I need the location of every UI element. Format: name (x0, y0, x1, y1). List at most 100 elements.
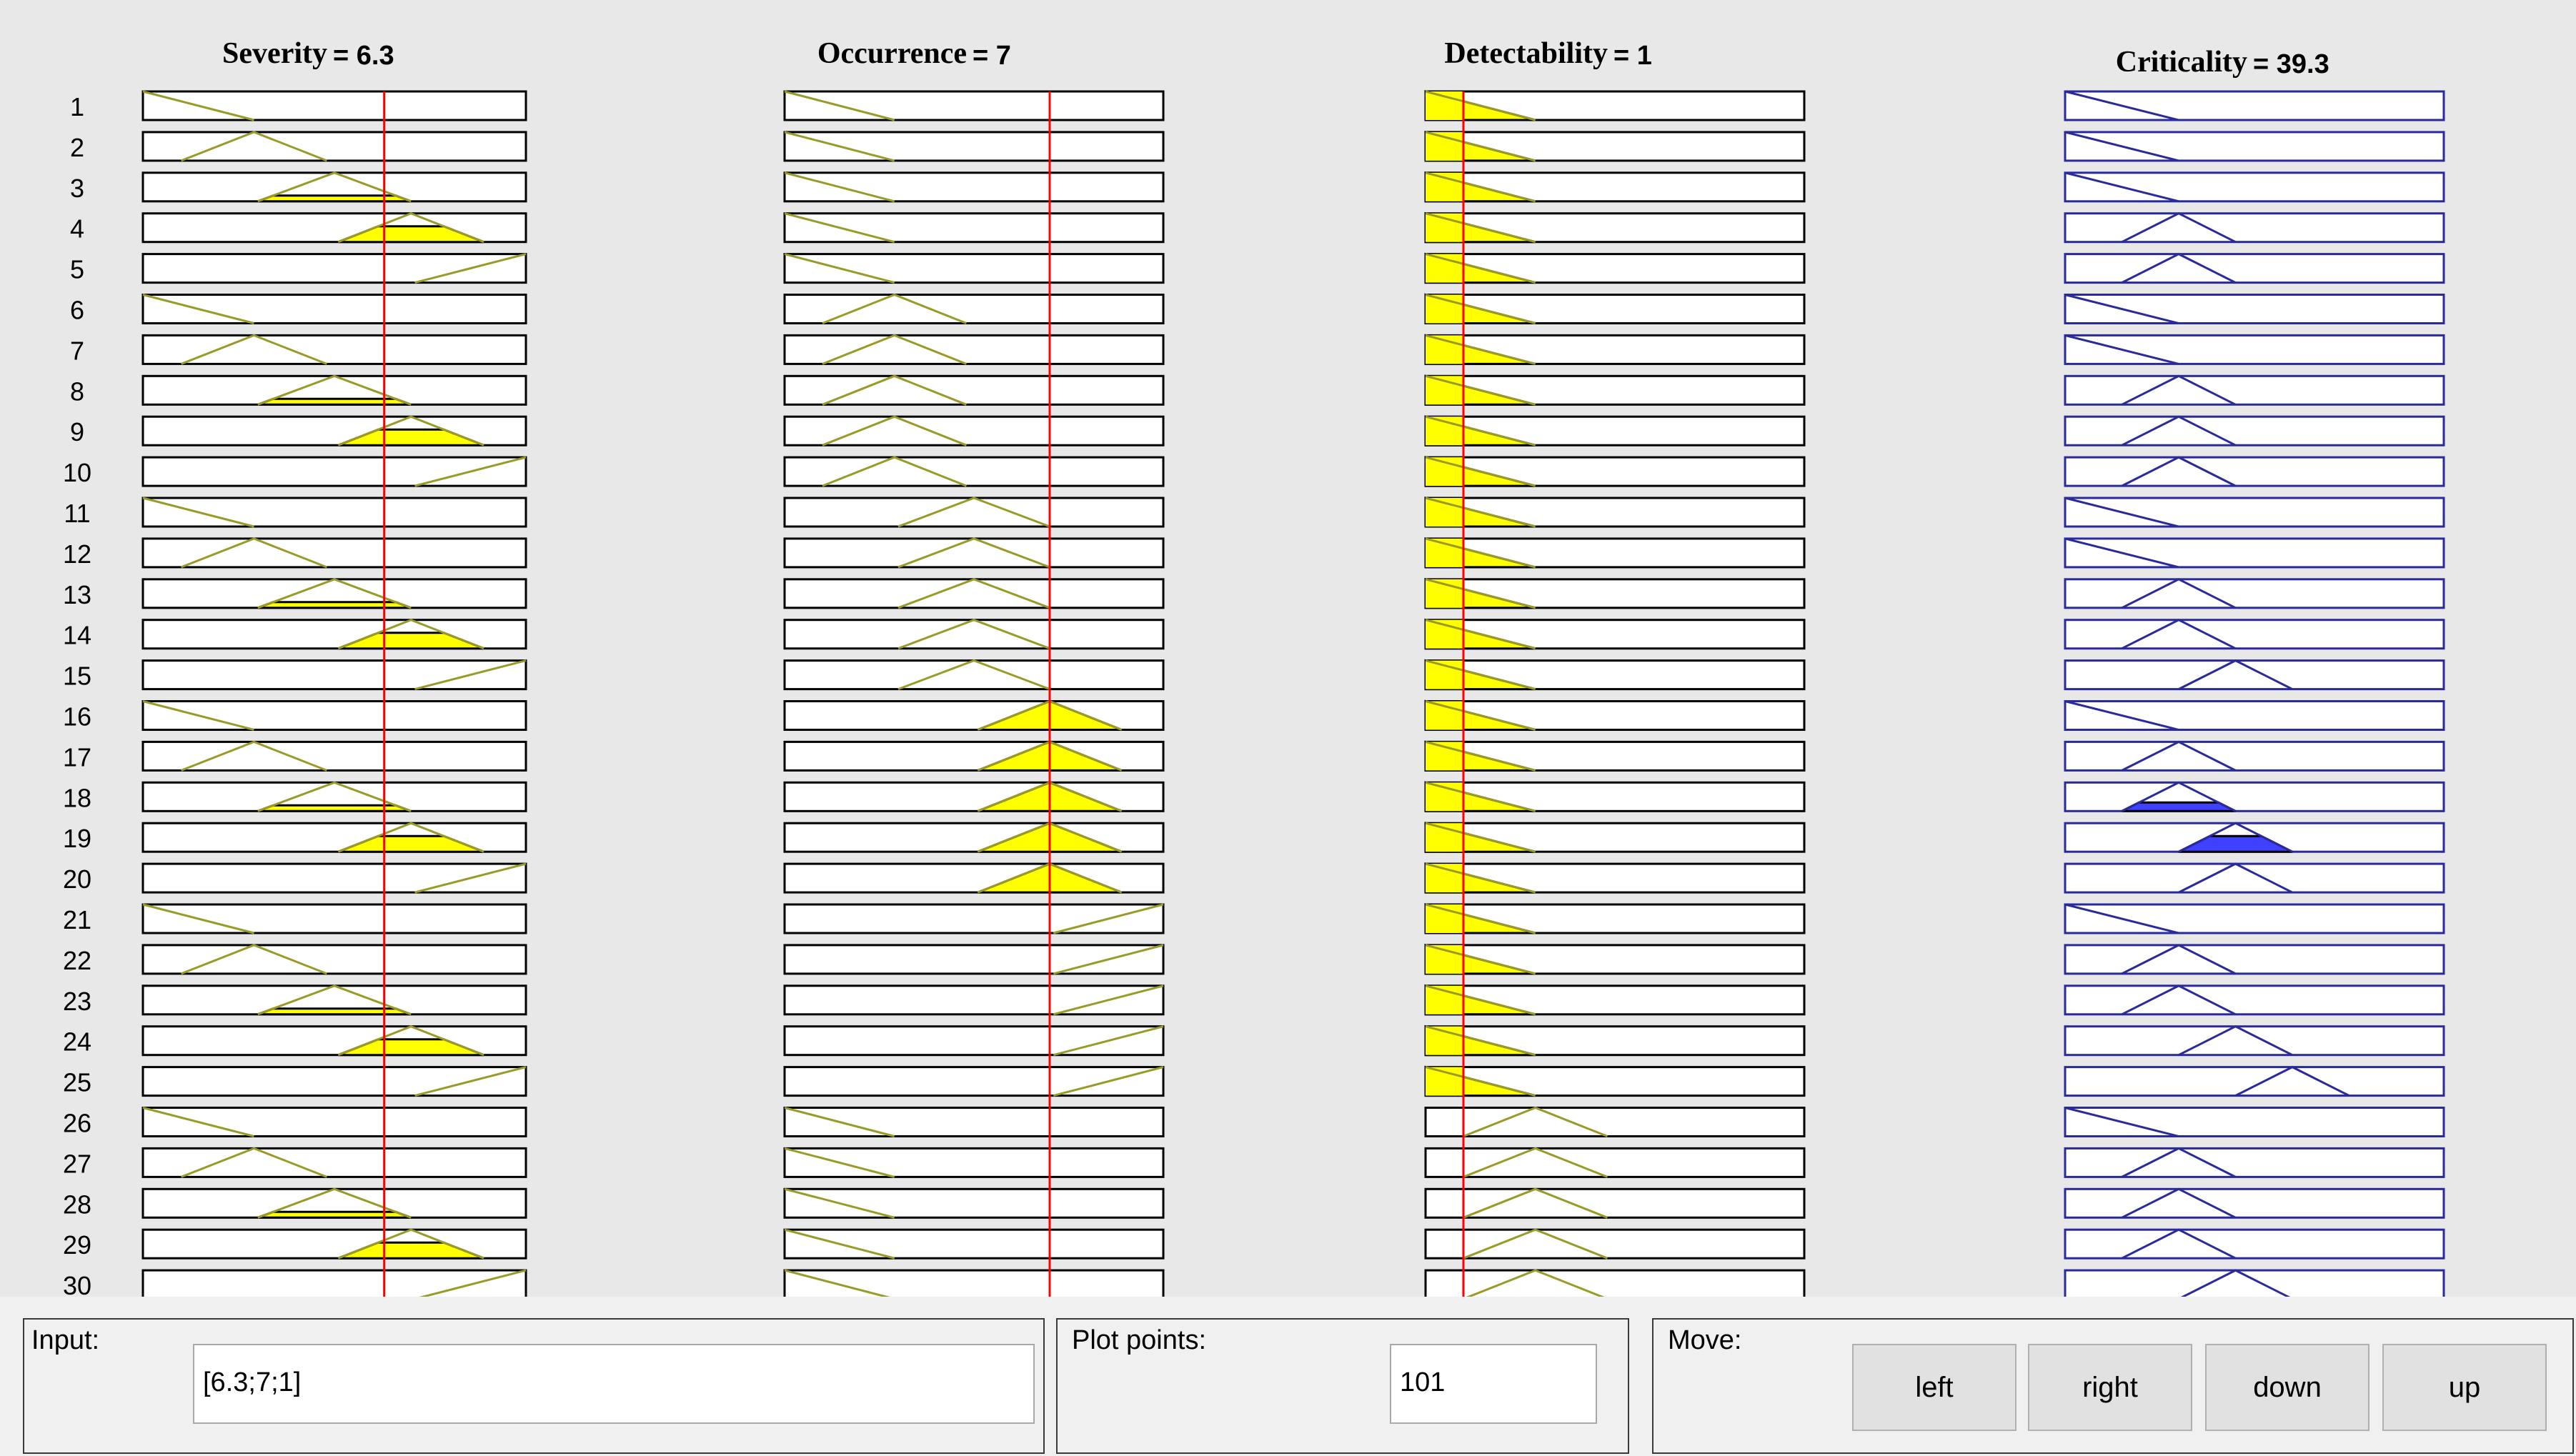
rule-row: 1 (70, 90, 2445, 121)
plot-points-panel: Plot points: 101 (1056, 1318, 1629, 1454)
occurrence-mf-line (784, 253, 895, 284)
occurrence-mf-line (1053, 944, 1164, 975)
rule-row: 28 (63, 1187, 2445, 1219)
detectability-mf-line (1425, 781, 1536, 812)
plot-points-field[interactable]: 101 (1390, 1344, 1597, 1424)
detectability-mf-line (1466, 1269, 1605, 1297)
rule-row: 8 (70, 374, 2445, 406)
occurrence-title: Occurrence (817, 37, 967, 70)
severity-mf-box (141, 700, 527, 731)
criticality-mf-box (2064, 253, 2445, 284)
severity-mf-box (141, 740, 527, 772)
severity-mf-box (141, 537, 527, 569)
rule-number: 8 (70, 377, 84, 406)
rule-row: 26 (63, 1106, 2445, 1138)
occurrence-mf-box (783, 497, 1165, 528)
rule-number: 7 (70, 336, 84, 365)
severity-mf-line (257, 578, 412, 609)
detectability-mf-box (1424, 212, 1806, 244)
rule-viewer: Severity = 6.3 Occurrence = 7 Detectability =… (62, 37, 2445, 1297)
detectability-mf-line (1463, 1106, 1608, 1137)
detectability-mf-line (1425, 619, 1536, 650)
rule-number: 6 (70, 296, 84, 325)
criticality-mf-line (2178, 822, 2293, 853)
detectability-mf-line (1425, 862, 1536, 894)
criticality-mf-line (2064, 700, 2179, 731)
rule-row: 12 (63, 537, 2445, 569)
occurrence-mf-line (784, 1187, 895, 1219)
severity-mf-line (142, 700, 254, 731)
occurrence-mf-line (897, 659, 1050, 691)
severity-mf-box (141, 294, 527, 324)
rule-row: 15 (63, 659, 2445, 691)
rule-number: 2 (70, 133, 84, 162)
rule-number: 14 (63, 621, 91, 650)
rule-viewer-plot: Severity = 6.3 Occurrence = 7 Detectability =… (63, 37, 2445, 1297)
severity-mf-box (141, 862, 527, 894)
criticality-mf-line (2121, 944, 2237, 975)
rule-number: 10 (63, 458, 91, 487)
occurrence-mf-line (1053, 903, 1164, 934)
occurrence-mf-box (783, 131, 1165, 162)
occurrence-mf-line (822, 334, 967, 365)
occurrence-mf-line (784, 90, 895, 121)
severity-mf-line (257, 984, 412, 1016)
criticality-mf-box (2064, 1025, 2445, 1057)
criticality-mf-box (2064, 90, 2445, 121)
detectability-mf-line (1425, 171, 1536, 203)
move-left-button[interactable]: left (1852, 1344, 2016, 1431)
severity-mf-line (257, 374, 412, 406)
input-field[interactable]: [6.3;7;1] (193, 1344, 1035, 1424)
severity-mf-line (414, 659, 527, 691)
occurrence-mf-line (784, 171, 895, 203)
criticality-mf-line (2121, 1228, 2237, 1260)
severity-activation-fill (257, 601, 412, 609)
occurrence-mf-box (783, 415, 1165, 447)
severity-mf-box (141, 456, 527, 487)
severity-mf-line (142, 1107, 254, 1137)
occurrence-mf-box (783, 456, 1165, 487)
detectability-mf-line (1425, 578, 1536, 609)
occurrence-mf-box (783, 659, 1165, 691)
criticality-mf-box (2064, 578, 2445, 609)
detectability-mf-line (1463, 1228, 1608, 1260)
detectability-mf-line (1425, 700, 1536, 731)
criticality-mf-line (2064, 1107, 2179, 1137)
criticality-mf-line (2121, 415, 2237, 447)
move-up-button[interactable]: up (2382, 1344, 2547, 1431)
detectability-mf-line (1425, 822, 1536, 853)
detectability-mf-box (1424, 1107, 1806, 1137)
occurrence-mf-line (1053, 984, 1164, 1016)
criticality-mf-line (2234, 1065, 2350, 1097)
severity-mf-box (141, 131, 527, 162)
rule-row: 7 (70, 334, 2445, 365)
criticality-mf-box (2064, 171, 2445, 203)
detectability-mf-line (1425, 740, 1536, 772)
detectability-mf-line (1425, 415, 1536, 447)
criticality-mf-box (2064, 1147, 2445, 1178)
severity-activation-fill (257, 1210, 412, 1219)
occurrence-mf-line (1053, 1025, 1164, 1057)
criticality-mf-line (2121, 781, 2237, 812)
criticality-mf-line (2121, 456, 2237, 487)
move-down-button[interactable]: down (2205, 1344, 2369, 1431)
severity-mf-line (337, 212, 484, 244)
criticality-value-label: = 39.3 (2253, 49, 2329, 79)
occurrence-mf-box (783, 374, 1165, 406)
rule-number: 22 (63, 946, 91, 975)
severity-activation-fill (257, 1007, 412, 1016)
criticality-mf-box (2064, 781, 2445, 812)
criticality-mf-line (2121, 1147, 2237, 1178)
severity-mf-line (257, 1187, 412, 1219)
criticality-mf-line (2121, 212, 2237, 244)
rule-number: 20 (63, 864, 91, 894)
severity-mf-line (414, 862, 527, 894)
criticality-mf-line (2121, 619, 2237, 650)
occurrence-mf-box (783, 1187, 1165, 1219)
criticality-mf-line (2064, 90, 2179, 121)
detectability-mf-line (1425, 253, 1536, 284)
occurrence-mf-box (783, 1228, 1165, 1260)
criticality-mf-box (2064, 903, 2445, 934)
occurrence-mf-line (897, 497, 1050, 528)
move-right-button[interactable]: right (2028, 1344, 2192, 1431)
